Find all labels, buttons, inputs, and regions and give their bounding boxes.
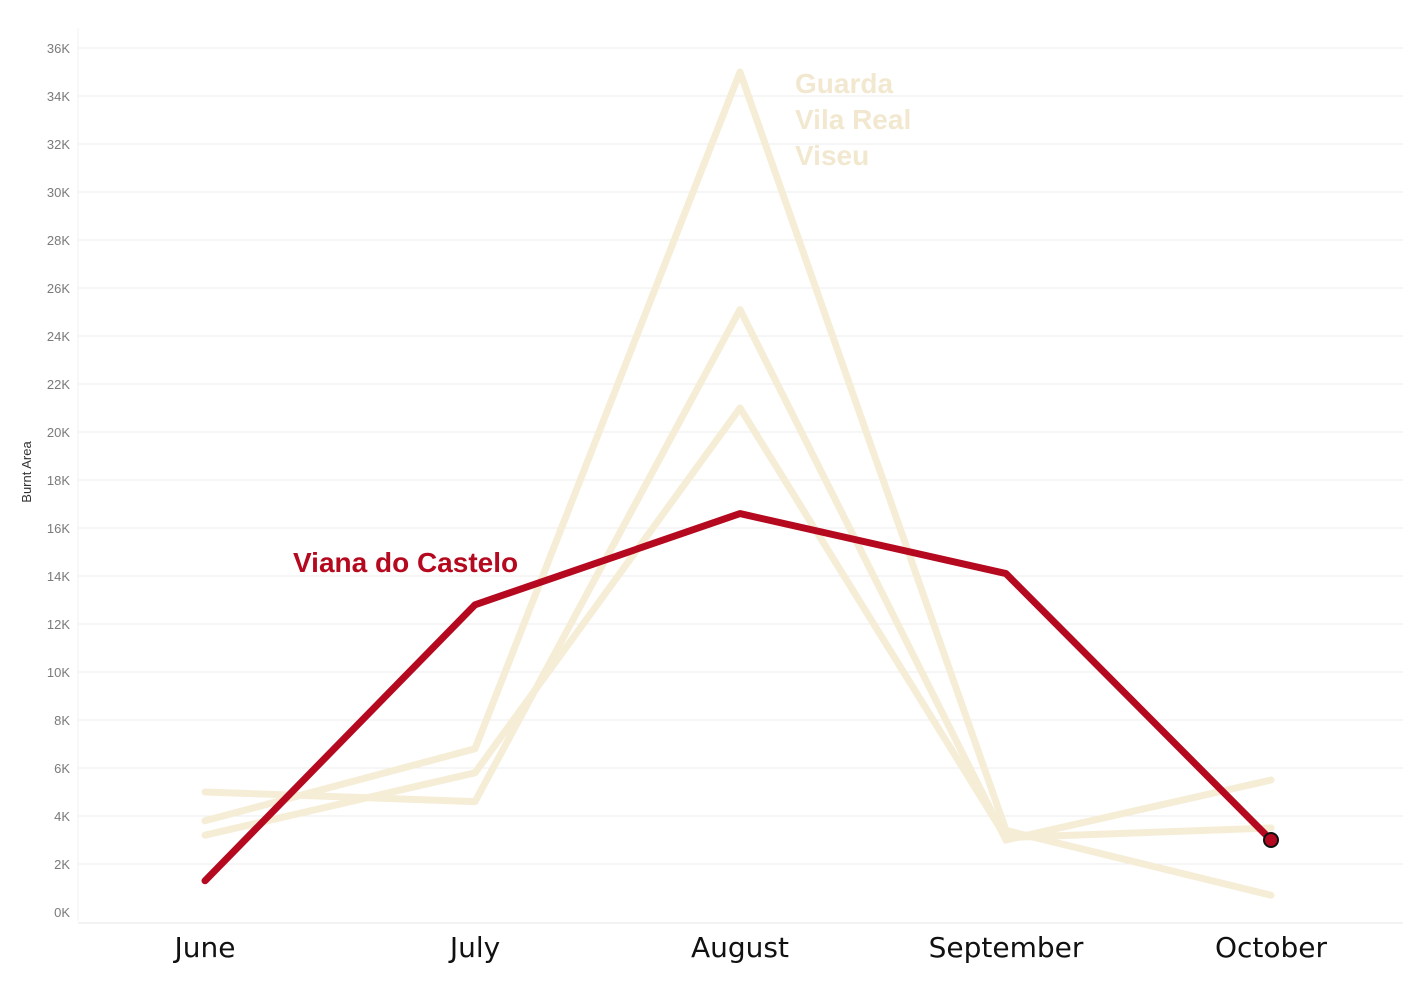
other-series-label-vila-real: Vila Real [795, 104, 911, 135]
other-series-label-viseu: Viseu [795, 140, 869, 171]
y-tick-label: 26K [47, 281, 70, 296]
grid-lines [78, 47, 1403, 865]
y-tick-label: 18K [47, 473, 70, 488]
x-axis: June July August September October [78, 922, 1403, 964]
y-tick-label: 4K [54, 809, 70, 824]
y-tick-label: 12K [47, 617, 70, 632]
y-tick-label: 10K [47, 665, 70, 680]
y-tick-label: 6K [54, 761, 70, 776]
muted-series-line [201, 306, 1275, 844]
y-tick-label: 24K [47, 329, 70, 344]
x-tick-label: October [1215, 931, 1328, 964]
series-labels: Viana do Castelo Guarda Vila Real Viseu [293, 68, 911, 578]
muted-series-line [201, 404, 1275, 842]
x-tick-label: September [929, 931, 1084, 964]
y-tick-label: 36K [47, 41, 70, 56]
x-tick-label: August [691, 931, 789, 964]
y-tick-label: 14K [47, 569, 70, 584]
muted-series-line [201, 68, 1275, 899]
other-series-label-guarda: Guarda [795, 68, 893, 99]
y-tick-label: 28K [47, 233, 70, 248]
y-tick-label: 0K [54, 905, 70, 920]
x-tick-label: July [448, 931, 500, 964]
y-tick-label: 22K [47, 377, 70, 392]
y-tick-label: 2K [54, 857, 70, 872]
y-tick-label: 30K [47, 185, 70, 200]
x-tick-label: June [173, 931, 236, 964]
y-axis-title: Burnt Area [19, 441, 34, 503]
y-axis: 0K 2K 4K 6K 8K 10K 12K 14K 16K 18K 20K 22K 24K 26K 28K… [47, 28, 79, 921]
highlight-series-line [201, 510, 1275, 885]
series-lines [201, 68, 1279, 899]
y-tick-label: 16K [47, 521, 70, 536]
y-tick-label: 34K [47, 89, 70, 104]
y-tick-label: 32K [47, 137, 70, 152]
y-tick-label: 8K [54, 713, 70, 728]
y-tick-label: 20K [47, 425, 70, 440]
last-point-marker [1263, 832, 1279, 848]
highlight-series-label: Viana do Castelo [293, 547, 518, 578]
